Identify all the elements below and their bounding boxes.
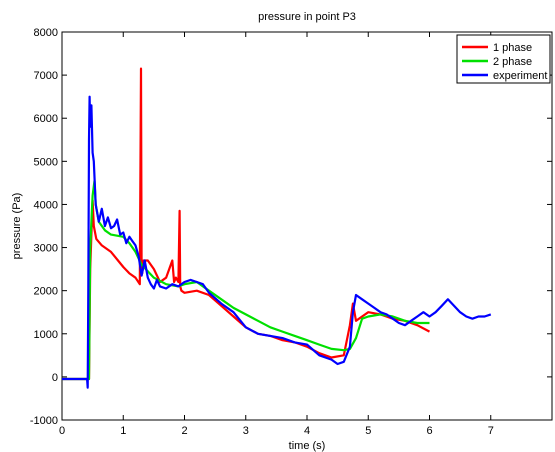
- x-tick-label: 4: [304, 425, 310, 437]
- y-tick-label: 5000: [34, 156, 58, 168]
- x-tick-label: 1: [120, 425, 126, 437]
- x-tick-label: 5: [365, 425, 371, 437]
- x-tick-label: 7: [488, 425, 494, 437]
- chart-title: pressure in point P3: [258, 11, 356, 23]
- y-tick-label: 2000: [34, 286, 58, 298]
- y-tick-label: 8000: [34, 27, 58, 39]
- x-tick-label: 0: [59, 425, 65, 437]
- legend-box: [456, 34, 551, 84]
- y-tick-label: -1000: [30, 415, 58, 427]
- axis-ticks: 0 1 2 3 4 5 6 7-1000010002000300040005000600070…: [30, 27, 552, 437]
- y-tick-label: 7000: [34, 70, 58, 82]
- y-tick-label: 3000: [34, 243, 58, 255]
- legend-label-2-phase: 2 phase: [493, 56, 532, 68]
- x-tick-label: 3: [243, 425, 249, 437]
- x-tick-label: 6: [426, 425, 432, 437]
- series-line-2-phase: [62, 179, 430, 381]
- series-lines: [62, 67, 492, 389]
- series-line-experiment: [62, 95, 492, 389]
- y-tick-label: 1000: [34, 329, 58, 341]
- plot-area: [61, 31, 553, 421]
- y-tick-label: 6000: [34, 113, 58, 125]
- y-tick-label: 4000: [34, 199, 58, 211]
- x-tick-label: 2: [181, 425, 187, 437]
- legend-label-1-phase: 1 phase: [493, 42, 532, 54]
- x-axis-label: time (s): [289, 440, 326, 452]
- y-axis-label: pressure (Pa): [11, 193, 23, 260]
- legend-label-experiment: experiment: [493, 70, 547, 82]
- series-line-1-phase: [62, 67, 431, 381]
- legend: 1 phase 2 phase experiment: [456, 34, 551, 84]
- y-tick-label: 0: [52, 372, 58, 384]
